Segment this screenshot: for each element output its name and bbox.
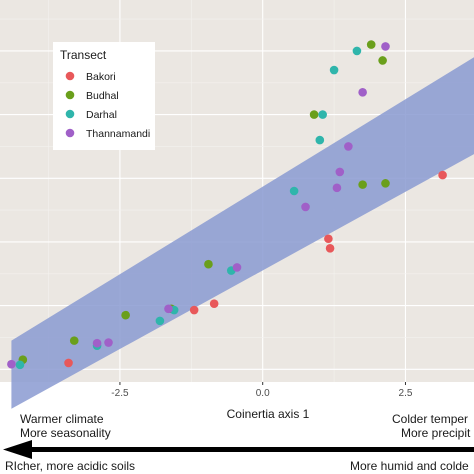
left-annotation-line-1: Warmer climate (20, 412, 104, 426)
data-point (366, 40, 376, 49)
legend-label: Bakori (86, 71, 116, 83)
data-point (358, 88, 367, 97)
right-annotation-line-2: More precipit (401, 426, 471, 440)
bottom-right-annotation: More humid and colde (350, 459, 469, 473)
data-point (64, 358, 73, 368)
x-ticks: -2.5 0.0 2.5 (111, 382, 413, 399)
legend-label: Budhal (86, 90, 119, 102)
right-annotation-line-1: Colder temper (392, 412, 469, 426)
data-point (352, 46, 362, 56)
data-point (209, 299, 219, 308)
legend-key (65, 90, 75, 100)
data-point (92, 338, 102, 348)
data-point (289, 186, 299, 196)
data-point (315, 135, 325, 145)
x-axis-title: Coinertia axis 1 (227, 407, 310, 421)
x-tick-label: -2.5 (111, 388, 129, 399)
data-point (381, 179, 390, 188)
data-point (335, 167, 345, 177)
gradient-arrow (3, 440, 474, 459)
data-point (378, 56, 387, 65)
confidence-band (11, 57, 474, 409)
data-point (309, 110, 319, 119)
data-point (189, 305, 199, 315)
data-point (15, 360, 25, 370)
bottom-left-annotation: RIcher, more acidic soils (5, 459, 136, 473)
data-point (438, 170, 447, 180)
legend-key (65, 71, 75, 81)
data-point (155, 316, 165, 326)
legend-label: Thannamandi (86, 128, 150, 140)
left-annotation-line-2: More seasonality (20, 426, 111, 440)
data-point (69, 336, 79, 345)
arrow-head-icon (3, 440, 32, 459)
legend-key (65, 128, 75, 138)
data-point (358, 180, 367, 189)
data-point (325, 244, 335, 253)
data-point (318, 110, 327, 119)
data-point (204, 259, 213, 269)
data-point (104, 338, 113, 347)
data-point (332, 183, 342, 193)
legend-title: Transect (60, 48, 107, 62)
arrow-shaft (30, 447, 474, 452)
data-point (121, 310, 130, 320)
data-point (324, 234, 333, 244)
legend-key (65, 109, 75, 119)
data-point (344, 142, 353, 151)
data-point (381, 42, 390, 51)
data-point (164, 304, 173, 314)
data-point (232, 263, 242, 272)
x-tick-label: 2.5 (399, 388, 413, 399)
legend-label: Darhal (86, 109, 117, 121)
legend: Transect Bakori Budhal Darhal Thannamandi (53, 42, 155, 150)
data-points (7, 40, 447, 370)
data-point (329, 65, 339, 75)
data-point (301, 202, 310, 212)
data-point (7, 359, 16, 369)
x-tick-label: 0.0 (256, 388, 270, 399)
